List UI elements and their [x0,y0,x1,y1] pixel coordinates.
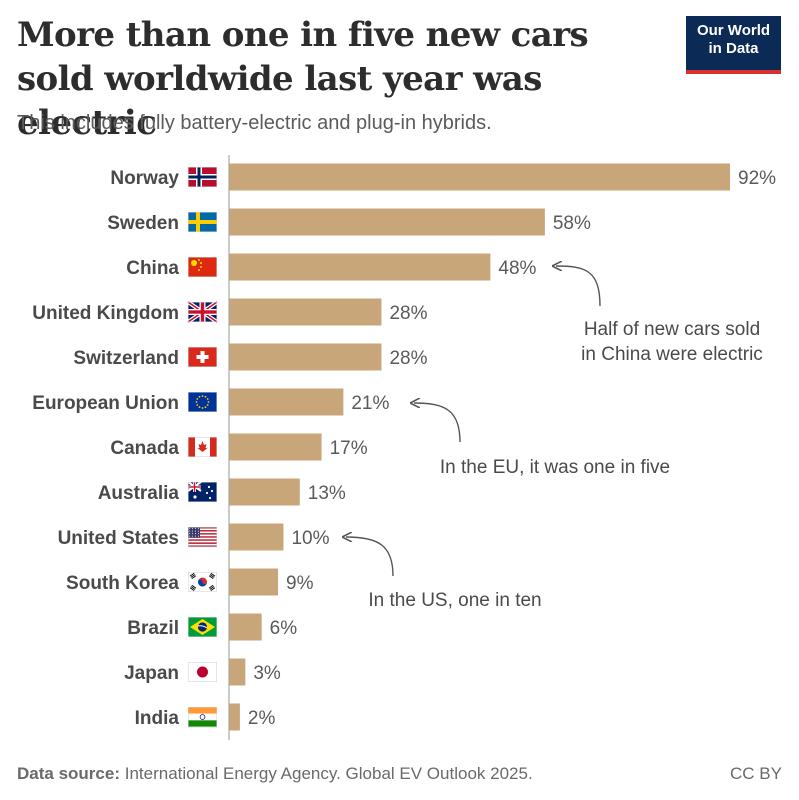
switzerland-flag-icon [188,347,217,367]
bar-india [229,703,240,731]
india-flag-icon [188,707,217,728]
us-flag-icon [188,527,217,548]
bar-australia [229,478,300,506]
bar-south-korea [229,568,279,596]
value-label-australia: 13% [308,483,346,504]
chart-title: More than one in five new cars sold worl… [17,15,589,143]
category-label-japan: Japan [124,663,179,684]
value-label-india: 2% [248,708,276,729]
annotation-text-china: Half of new cars sold [584,319,760,340]
bar-china [229,253,491,281]
value-label-norway: 92% [738,168,776,189]
annotation-arrow-china [556,266,601,307]
owid-logo[interactable]: Our World in Data [686,16,781,74]
bar-brazil [229,613,262,641]
category-label-brazil: Brazil [127,618,179,639]
category-label-european-union: European Union [32,393,179,414]
value-label-united-kingdom: 28% [389,303,427,324]
china-flag-icon [188,257,217,277]
bar-sweden [229,208,545,236]
annotation-text-china: in China were electric [581,344,763,365]
category-label-china: China [126,258,179,279]
value-label-japan: 3% [253,663,281,684]
bar-japan [229,658,246,686]
bar-united-kingdom [229,298,382,326]
australia-flag-icon [187,481,217,502]
value-label-european-union: 21% [351,393,389,414]
canada-flag-icon [188,437,217,457]
footer: Data source: International Energy Agency… [17,764,782,784]
license-text: CC BY [730,764,782,783]
south-korea-flag-icon [188,572,217,592]
logo-line-1: Our World [696,22,771,39]
annotation-text-united-states: In the US, one in ten [368,590,541,611]
value-label-south-korea: 9% [286,573,314,594]
category-label-united-states: United States [58,528,179,549]
source-text: International Energy Agency. Global EV O… [124,764,533,783]
category-label-sweden: Sweden [107,213,179,234]
bar-switzerland [229,343,382,371]
bar-canada [229,433,322,461]
bar-united-states [229,523,284,551]
category-label-switzerland: Switzerland [73,348,179,369]
bar-norway [229,163,730,191]
logo-line-2: in Data [708,40,759,57]
category-label-canada: Canada [110,438,179,459]
category-label-norway: Norway [110,168,179,189]
category-label-united-kingdom: United Kingdom [32,303,179,324]
annotation-arrow-european-union [414,403,461,443]
source-label: Data source: [17,764,120,783]
japan-flag-icon [188,662,217,682]
uk-flag-icon [186,300,219,324]
sweden-flag-icon [188,212,217,232]
value-label-sweden: 58% [553,213,591,234]
eu-flag-icon [188,392,217,412]
category-label-south-korea: South Korea [66,573,179,594]
category-label-australia: Australia [98,483,180,504]
value-label-china: 48% [498,258,536,279]
chart-subtitle: This includes fully battery-electric and… [17,112,492,134]
value-label-brazil: 6% [270,618,298,639]
value-label-switzerland: 28% [389,348,427,369]
bar-european-union [229,388,344,416]
value-label-united-states: 10% [291,528,329,549]
brazil-flag-icon [188,617,217,637]
annotation-arrow-united-states [346,537,394,577]
category-label-india: India [135,708,180,729]
annotation-text-european-union: In the EU, it was one in five [440,457,670,478]
value-label-canada: 17% [330,438,368,459]
norway-flag-icon [188,167,217,187]
